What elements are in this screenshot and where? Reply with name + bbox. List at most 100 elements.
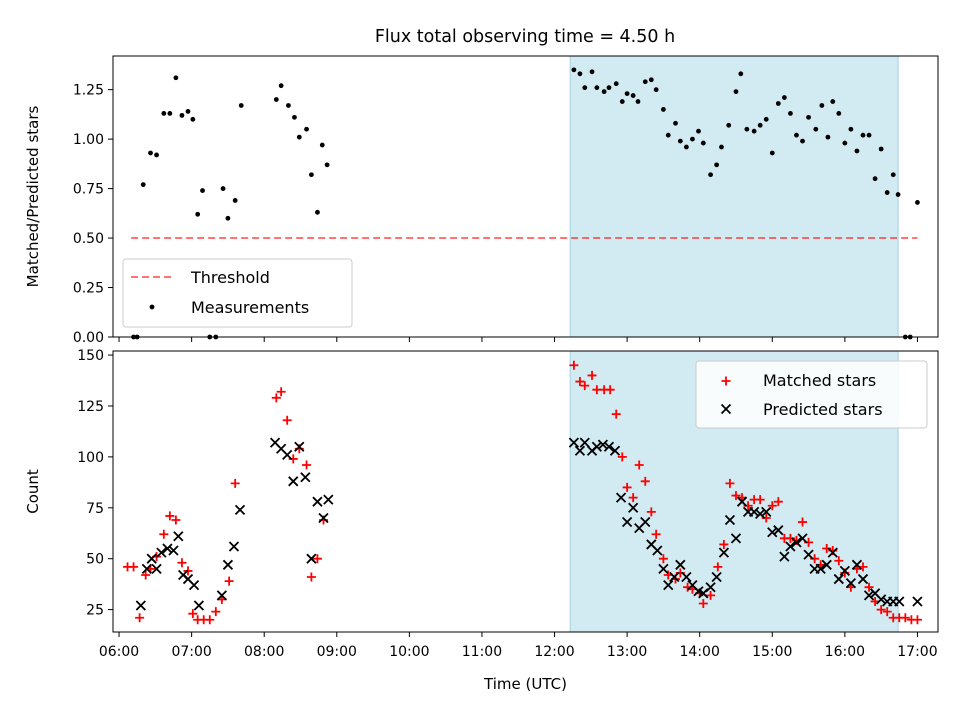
measurement-point xyxy=(884,190,890,195)
matched-point xyxy=(912,615,922,625)
y-tick-label: 0.00 xyxy=(73,330,104,346)
predicted-point xyxy=(216,590,228,601)
measurement-point xyxy=(700,140,706,146)
measurement-point xyxy=(167,110,173,116)
predicted-point xyxy=(574,445,586,456)
predicted-point xyxy=(156,547,167,558)
predicted-point xyxy=(736,496,748,507)
x-axis-label: Time (UTC) xyxy=(483,675,567,693)
legend-threshold-label: Threshold xyxy=(190,268,270,287)
measurement-point xyxy=(738,71,744,77)
matched-point xyxy=(282,415,292,425)
measurement-point xyxy=(733,89,739,95)
measurement-point xyxy=(577,71,583,77)
x-tick-label: 17:00 xyxy=(897,644,937,660)
measurement-point xyxy=(696,128,701,134)
chart-title: Flux total observing time = 4.50 h xyxy=(375,27,675,47)
predicted-point xyxy=(168,545,179,556)
predicted-point xyxy=(761,506,772,517)
measurement-point xyxy=(683,144,689,150)
measurement-point xyxy=(278,83,284,89)
predicted-point xyxy=(306,553,317,564)
predicted-point xyxy=(785,541,796,552)
y-tick-label: 50 xyxy=(86,552,104,568)
measurement-point xyxy=(842,140,848,146)
predicted-point xyxy=(135,600,146,611)
measurement-point xyxy=(744,126,750,132)
measurement-point xyxy=(775,101,781,106)
measurement-point xyxy=(653,87,659,93)
measurement-point xyxy=(582,85,588,91)
measurement-point xyxy=(800,138,805,144)
measurement-point xyxy=(677,138,683,144)
legend-box xyxy=(695,360,928,429)
y-tick-label: 25 xyxy=(86,603,104,619)
measurement-point xyxy=(304,126,309,132)
measurement-point xyxy=(890,172,896,178)
predicted-point xyxy=(597,439,609,450)
measurement-point xyxy=(619,99,625,104)
matched-point xyxy=(165,511,175,521)
legend-box xyxy=(122,258,353,328)
predicted-point xyxy=(579,437,590,448)
x-tick-label: 09:00 xyxy=(317,644,357,660)
matched-point xyxy=(719,539,729,549)
predicted-point xyxy=(773,525,784,536)
predicted-point xyxy=(282,449,293,460)
measurement-point xyxy=(763,116,769,122)
predicted-point xyxy=(705,582,716,593)
predicted-point xyxy=(228,541,240,552)
measurement-point xyxy=(878,146,884,152)
predicted-point xyxy=(222,559,234,570)
matched-point xyxy=(755,495,765,505)
measurement-point xyxy=(140,182,146,188)
predicted-point xyxy=(845,577,857,589)
measurement-point xyxy=(836,110,842,116)
predicted-point xyxy=(791,537,802,548)
measurement-point xyxy=(161,110,167,116)
predicted-point xyxy=(797,533,808,544)
measurement-point xyxy=(769,150,775,156)
predicted-point xyxy=(288,476,299,487)
measurement-point xyxy=(781,95,787,100)
measurement-point xyxy=(673,120,678,126)
predicted-point xyxy=(681,571,692,583)
predicted-point xyxy=(663,580,674,591)
matched-point xyxy=(767,501,777,511)
y-tick-label: 0.50 xyxy=(73,231,104,247)
legend-matched-swatch xyxy=(721,376,731,386)
measurement-point xyxy=(819,103,825,108)
matched-point xyxy=(205,615,215,625)
matched-point xyxy=(580,381,590,391)
measurement-point xyxy=(601,89,607,95)
measurement-point xyxy=(848,126,854,132)
matched-point xyxy=(159,529,169,539)
predicted-point xyxy=(234,504,246,515)
measurement-point xyxy=(308,172,314,178)
matched-point xyxy=(224,576,234,586)
x-tick-label: 12:00 xyxy=(534,644,574,660)
matched-point xyxy=(731,491,741,501)
matched-point xyxy=(587,370,597,380)
measurement-point xyxy=(665,132,671,138)
matched-point xyxy=(640,476,650,486)
measurement-point xyxy=(635,99,641,104)
predicted-point xyxy=(675,559,686,570)
predicted-point xyxy=(173,531,184,542)
measurement-point xyxy=(648,77,654,83)
matched-point xyxy=(646,507,656,517)
legend-predicted-swatch xyxy=(720,403,732,415)
y-tick-label: 0.75 xyxy=(73,182,104,198)
measurement-point xyxy=(315,209,320,215)
measurement-point xyxy=(292,114,297,120)
measurement-point xyxy=(757,122,763,128)
matched-point xyxy=(135,613,145,623)
predicted-point xyxy=(821,559,832,570)
shaded-interval xyxy=(570,56,899,337)
predicted-point xyxy=(876,594,887,605)
measurement-point xyxy=(690,136,695,142)
predicted-point xyxy=(724,514,736,526)
predicted-point xyxy=(615,492,627,503)
measurement-point xyxy=(751,128,757,134)
